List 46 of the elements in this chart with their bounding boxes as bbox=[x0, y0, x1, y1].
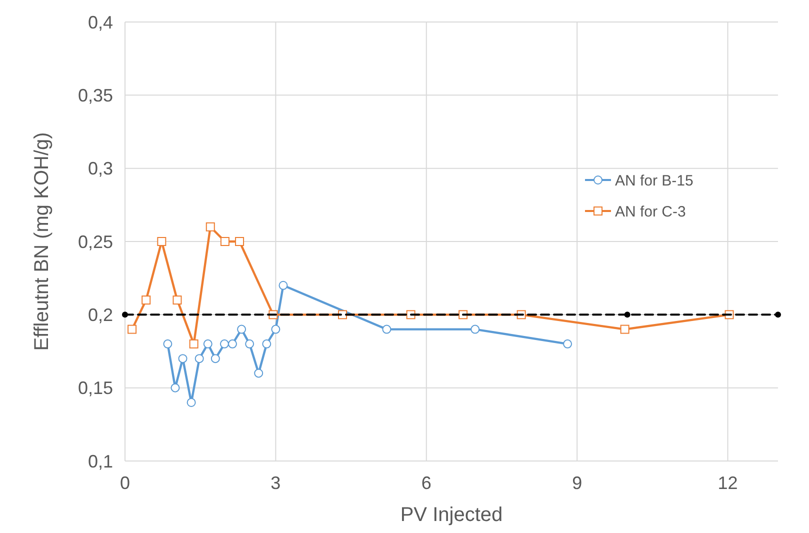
point bbox=[262, 339, 272, 348]
point bbox=[271, 324, 280, 334]
point bbox=[186, 398, 196, 407]
x-tick-label: 6 bbox=[421, 473, 432, 493]
point bbox=[122, 312, 128, 318]
x-tick-label: 12 bbox=[718, 473, 738, 493]
point bbox=[157, 237, 166, 246]
legend-label: AN for B-15 bbox=[615, 172, 694, 190]
point bbox=[237, 324, 246, 334]
point bbox=[775, 312, 781, 318]
point bbox=[206, 222, 215, 232]
y-tick-label: 0,15 bbox=[78, 378, 113, 398]
point bbox=[220, 339, 229, 348]
y-tick-label: 0,35 bbox=[78, 85, 113, 106]
point bbox=[254, 368, 264, 378]
point bbox=[245, 339, 254, 348]
legend-label: AN for C-3 bbox=[615, 203, 686, 220]
point bbox=[278, 280, 288, 290]
point bbox=[178, 354, 188, 364]
point bbox=[563, 339, 572, 348]
point bbox=[170, 383, 180, 392]
y-tick-label: 0,3 bbox=[88, 158, 113, 179]
x-tick-label: 3 bbox=[270, 473, 281, 493]
point bbox=[470, 324, 480, 334]
y-tick-label: 0,1 bbox=[88, 451, 113, 472]
point bbox=[163, 339, 172, 348]
x-tick-label: 0 bbox=[120, 473, 130, 493]
point bbox=[128, 324, 137, 334]
y-tick-label: 0,2 bbox=[88, 304, 113, 325]
point bbox=[382, 324, 392, 334]
x-axis-title: PV Injected bbox=[400, 504, 503, 526]
point bbox=[189, 339, 198, 348]
point bbox=[203, 339, 212, 348]
point bbox=[220, 237, 230, 246]
y-tick-label: 0,25 bbox=[78, 232, 113, 252]
point bbox=[210, 354, 220, 364]
point bbox=[228, 339, 237, 348]
x-tick-label: 9 bbox=[572, 473, 582, 493]
point bbox=[194, 354, 204, 364]
point bbox=[172, 296, 182, 305]
point bbox=[142, 296, 151, 305]
point bbox=[620, 324, 630, 334]
y-tick-label: 0,4 bbox=[88, 12, 113, 32]
point bbox=[624, 312, 630, 318]
y-axis-title: Effleutnt BN (mg KOH/g) bbox=[31, 132, 53, 351]
point bbox=[235, 237, 244, 246]
